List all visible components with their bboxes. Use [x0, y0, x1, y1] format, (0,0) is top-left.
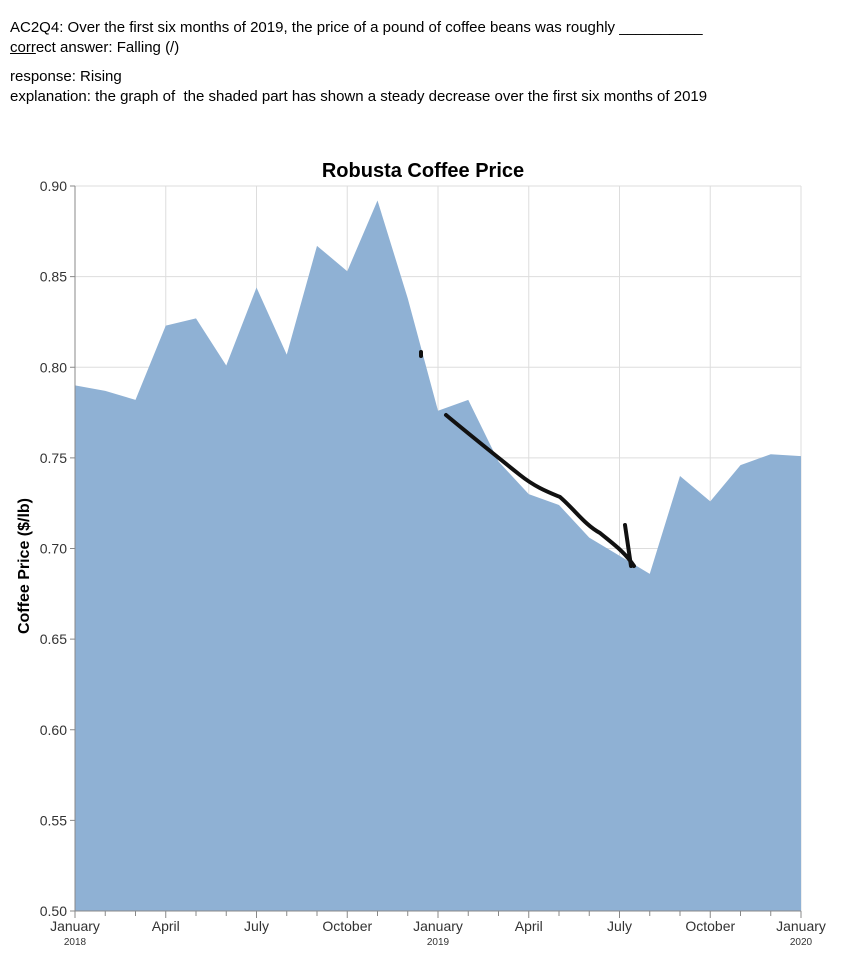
y-tick-label: 0.55 — [40, 812, 67, 828]
y-tick-label: 0.50 — [40, 903, 67, 919]
y-tick-label: 0.70 — [40, 541, 67, 557]
x-tick-label: April — [152, 918, 180, 934]
question-block: AC2Q4: Over the first six months of 2019… — [10, 18, 707, 107]
x-tick-label: April — [515, 918, 543, 934]
x-tick-label: October — [322, 918, 372, 934]
x-tick-label: January — [50, 918, 100, 934]
x-tick-label: July — [607, 918, 632, 934]
question-text: AC2Q4: Over the first six months of 2019… — [10, 19, 703, 36]
chart-axes — [70, 185, 802, 918]
y-tick-label: 0.60 — [40, 722, 67, 738]
y-axis-label: Coffee Price ($/lb) — [16, 498, 33, 634]
x-tick-label: October — [685, 918, 735, 934]
chart-title: Robusta Coffee Price — [322, 160, 524, 182]
x-tick-year: 2018 — [64, 937, 87, 948]
hand-drawn-annotation — [419, 350, 636, 568]
correct-answer-rest: ect answer: Falling (/) — [35, 39, 180, 56]
x-tick-label: July — [244, 918, 269, 934]
x-tick-label: January — [776, 918, 826, 934]
axis-tick-labels: 0.50 0.55 0.60 0.65 0.70 0.75 0.80 0.85 0.90 Janu… — [40, 178, 826, 948]
response-text: response: Rising — [10, 68, 122, 85]
y-tick-label: 0.90 — [40, 178, 67, 194]
x-tick-year: 2020 — [790, 937, 813, 948]
y-tick-label: 0.80 — [40, 359, 67, 375]
x-tick-year: 2019 — [427, 937, 450, 948]
y-tick-label: 0.75 — [40, 450, 67, 466]
correct-answer: correct answer: Falling (/) — [10, 38, 707, 58]
y-tick-label: 0.85 — [40, 269, 67, 285]
correct-answer-underlined: corr — [10, 39, 36, 56]
y-tick-label: 0.65 — [40, 631, 67, 647]
x-tick-label: January — [413, 918, 463, 934]
explanation-text: explanation: the graph of the shaded par… — [10, 88, 708, 105]
price-area — [75, 200, 801, 911]
